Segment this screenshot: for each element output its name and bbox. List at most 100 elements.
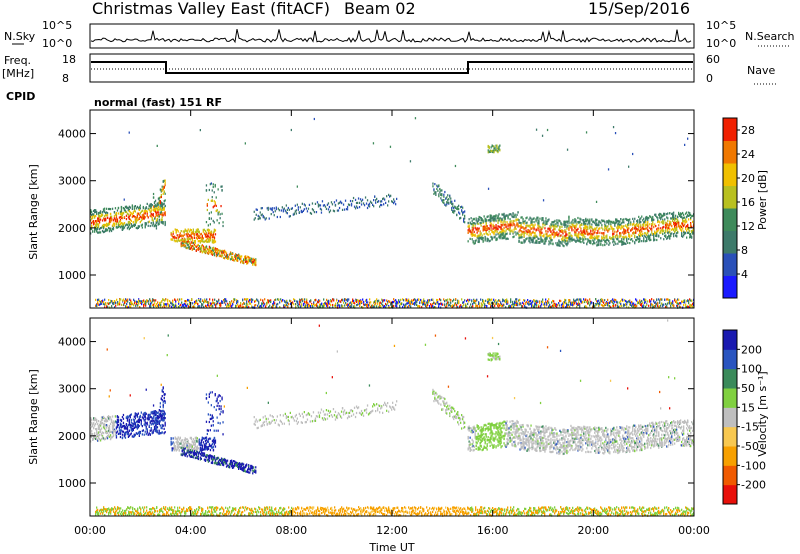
echo-cell: [186, 233, 188, 236]
echo-cell: [129, 222, 131, 225]
echo-cell: [534, 305, 536, 308]
echo-cell: [189, 247, 191, 250]
echo-cell: [484, 220, 486, 223]
echo-cell: [135, 221, 137, 224]
echo-cell: [179, 304, 181, 308]
echo-cell: [368, 205, 371, 208]
echo-cell: [302, 300, 304, 303]
echo-cell: [188, 237, 190, 240]
echo-cell: [239, 304, 241, 307]
echo-cell: [616, 230, 618, 234]
echo-cell: [345, 298, 347, 301]
echo-cell: [564, 235, 566, 238]
echo-cell: [402, 298, 404, 301]
echo-cell: [542, 234, 544, 238]
echo-cell: [524, 219, 526, 223]
echo-cell: [105, 225, 108, 228]
echo-cell: [481, 236, 483, 239]
echo-cell: [626, 300, 628, 303]
echo-cell: [530, 221, 532, 225]
echo-cell: [572, 218, 574, 222]
echo-cell: [532, 226, 534, 229]
echo-cell: [364, 196, 367, 199]
echo-cell: [568, 234, 570, 237]
echo-cell: [194, 231, 196, 234]
echo-cell: [154, 217, 156, 220]
echo-cell: [521, 236, 523, 239]
echo-cell: [217, 188, 219, 191]
echo-cell: [94, 226, 96, 229]
echo-cell: [567, 236, 569, 240]
echo-cell: [569, 221, 571, 224]
echo-cell: [447, 298, 449, 301]
echo-cell: [127, 208, 130, 211]
echo-cell: [159, 301, 161, 305]
echo-cell: [159, 196, 161, 199]
echo-cell: [159, 211, 161, 214]
echo-cell: [126, 223, 129, 226]
echo-cell: [514, 303, 516, 306]
echo-cell: [488, 145, 490, 148]
echo-cell: [213, 205, 215, 208]
echo-cell: [603, 301, 605, 304]
echo-cell: [134, 205, 136, 208]
echo-cell: [225, 299, 227, 302]
echo-cell: [395, 299, 397, 302]
echo-cell: [490, 214, 492, 217]
echo-cell: [492, 225, 494, 228]
echo-cell: [678, 220, 680, 223]
echo-cell: [234, 254, 236, 257]
echo-cell: [579, 304, 581, 307]
echo-cell: [146, 214, 148, 217]
echo-cell: [472, 233, 474, 237]
echo-cell: [605, 227, 607, 230]
echo-cell: [624, 229, 626, 232]
echo-cell: [97, 223, 99, 226]
echo-cell: [214, 229, 217, 232]
echo-cell: [665, 223, 667, 226]
echo-cell: [138, 208, 140, 211]
echo-cell: [467, 231, 469, 234]
echo-cell: [578, 231, 580, 234]
echo-cell: [190, 244, 192, 248]
echo-cell: [222, 221, 224, 224]
echo-cell: [463, 303, 465, 307]
echo-cell: [221, 254, 224, 257]
echo-cell: [512, 303, 514, 306]
echo-cell: [316, 304, 318, 307]
echo-cell: [120, 210, 123, 213]
echo-cell: [389, 145, 392, 148]
echo-cell: [202, 237, 204, 240]
echo-cell: [530, 299, 532, 303]
echo-cell: [392, 305, 394, 308]
echo-cell: [512, 222, 514, 225]
echo-cell: [117, 222, 120, 225]
echo-cell: [172, 232, 174, 235]
echo-cell: [397, 301, 399, 304]
echo-cell: [651, 223, 653, 226]
echo-cell: [113, 217, 116, 220]
echo-cell: [159, 200, 161, 203]
echo-cell: [211, 238, 214, 241]
echo-cell: [521, 305, 523, 308]
echo-cell: [212, 249, 215, 252]
echo-cell: [134, 218, 136, 221]
echo-cell: [181, 306, 183, 309]
echo-cell: [353, 305, 355, 308]
nave-tick-0: 0: [706, 72, 713, 85]
echo-cell: [135, 304, 137, 307]
echo-cell: [556, 233, 558, 236]
echo-cell: [306, 301, 308, 304]
echo-cell: [576, 229, 578, 232]
echo-cell: [477, 220, 479, 223]
echo-cell: [160, 195, 162, 199]
echo-cell: [212, 219, 214, 222]
echo-cell: [116, 226, 119, 229]
echo-cell: [94, 209, 96, 212]
echo-cell: [633, 305, 635, 308]
echo-cell: [196, 299, 198, 302]
echo-cell: [676, 304, 678, 307]
echo-cell: [198, 299, 200, 302]
echo-cell: [374, 195, 376, 198]
